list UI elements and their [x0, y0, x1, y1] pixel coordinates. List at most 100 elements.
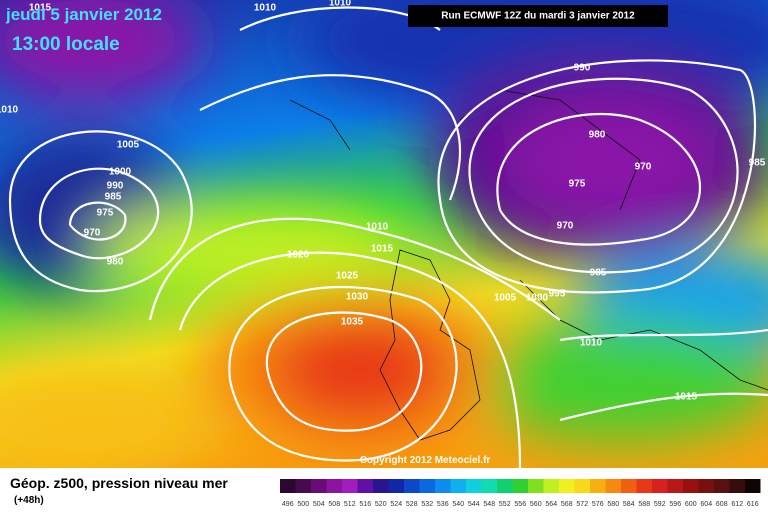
isobar-label: 1015 [371, 244, 394, 255]
isobar-label: 985 [749, 158, 766, 169]
isobar-label: 975 [569, 179, 586, 190]
scale-swatch [605, 479, 621, 493]
scale-label: 608 [716, 501, 728, 508]
isobar-label: 1010 [580, 338, 603, 349]
scale-swatch [357, 479, 373, 493]
isobar-label: 1010 [0, 105, 19, 116]
isobar-label: 1030 [346, 292, 369, 303]
isobar-label: 1015 [29, 3, 52, 14]
copyright: Copyright 2012 Meteociel.fr [360, 455, 491, 466]
forecast-date: jeudi 5 janvier 2012 [5, 5, 162, 24]
isobar-label: 975 [97, 208, 114, 219]
scale-swatch [280, 479, 296, 493]
scale-label: 600 [685, 501, 697, 508]
scale-swatch [450, 479, 466, 493]
scale-swatch [497, 479, 513, 493]
scale-label: 604 [700, 501, 712, 508]
isobar-label: 990 [574, 63, 591, 74]
scale-label: 532 [421, 501, 433, 508]
scale-label: 612 [731, 501, 743, 508]
footer-subtitle: (+48h) [14, 495, 44, 506]
scale-label: 584 [623, 501, 635, 508]
field [0, 0, 768, 470]
isobar-label: 1010 [366, 222, 389, 233]
scale-swatch [745, 479, 761, 493]
isobar-label: 1020 [287, 250, 310, 261]
isobar-label: 1000 [109, 167, 132, 178]
isobar-label: 970 [557, 221, 574, 232]
scale-label: 596 [669, 501, 681, 508]
scale-label: 556 [514, 501, 526, 508]
scale-label: 536 [437, 501, 449, 508]
scale-swatch [574, 479, 590, 493]
scale-swatch [326, 479, 342, 493]
scale-label: 520 [375, 501, 387, 508]
scale-label: 580 [607, 501, 619, 508]
isobar-label: 1010 [329, 0, 352, 9]
scale-label: 524 [390, 501, 402, 508]
scale-label: 508 [328, 501, 340, 508]
isobar-label: 1005 [117, 140, 140, 151]
isobar-label: 990 [107, 181, 124, 192]
isobar-label: 1025 [336, 271, 359, 282]
scale-swatch [528, 479, 544, 493]
scale-swatch [543, 479, 559, 493]
scale-swatch [404, 479, 420, 493]
isobar-label: 970 [635, 162, 652, 173]
scale-swatch [714, 479, 730, 493]
footer-title: Géop. z500, pression niveau mer [10, 475, 228, 491]
scale-label: 516 [359, 501, 371, 508]
scale-label: 564 [545, 501, 557, 508]
scale-label: 560 [530, 501, 542, 508]
scale-label: 552 [499, 501, 511, 508]
isobar-label: 985 [105, 192, 122, 203]
run-box [408, 5, 668, 27]
isobar-label: 985 [590, 268, 607, 279]
scale-swatch [311, 479, 327, 493]
scale-label: 500 [297, 501, 309, 508]
scale-label: 528 [406, 501, 418, 508]
isobar-label: 995 [549, 289, 566, 300]
isobar-label: 970 [84, 228, 101, 239]
isobar-label: 1000 [526, 293, 549, 304]
isobar-label: 1015 [675, 392, 698, 403]
scale-swatch [466, 479, 482, 493]
scale-swatch [590, 479, 606, 493]
run-info: Run ECMWF 12Z du mardi 3 janvier 2012 [441, 11, 635, 22]
scale-label: 572 [576, 501, 588, 508]
isobar-label: 1035 [341, 317, 364, 328]
scale-swatch [667, 479, 683, 493]
isobar-labels: 1015101010101010100510009909859759709809… [0, 0, 766, 403]
scale-label: 504 [313, 501, 325, 508]
scale-swatch [342, 479, 358, 493]
isobars [8, 6, 768, 469]
scale-swatch [295, 479, 311, 493]
scale-label: 568 [561, 501, 573, 508]
scale-label: 616 [747, 501, 759, 508]
color-scale: 496 500 504 508 512 516 520 524 528 532 536 540 544 5… [280, 479, 761, 508]
scale-label: 540 [452, 501, 464, 508]
scale-label: 592 [654, 501, 666, 508]
scale-swatch [419, 479, 435, 493]
scale-swatch [373, 479, 389, 493]
scale-label: 548 [483, 501, 495, 508]
scale-swatch [729, 479, 745, 493]
scale-swatch [435, 479, 451, 493]
scale-swatch [388, 479, 404, 493]
isobar-label: 980 [107, 257, 124, 268]
scale-swatch [683, 479, 699, 493]
isobar-label: 1005 [494, 293, 517, 304]
isobar-label: 1010 [254, 3, 277, 14]
scale-label: 496 [282, 501, 294, 508]
scale-label: 512 [344, 501, 356, 508]
scale-label: 544 [468, 501, 480, 508]
scale-label: 588 [638, 501, 650, 508]
scale-swatch [559, 479, 575, 493]
scale-swatch [621, 479, 637, 493]
scale-swatch [652, 479, 668, 493]
scale-swatch [481, 479, 497, 493]
forecast-time: 13:00 locale [12, 34, 120, 55]
scale-swatch [512, 479, 528, 493]
scale-swatch [636, 479, 652, 493]
